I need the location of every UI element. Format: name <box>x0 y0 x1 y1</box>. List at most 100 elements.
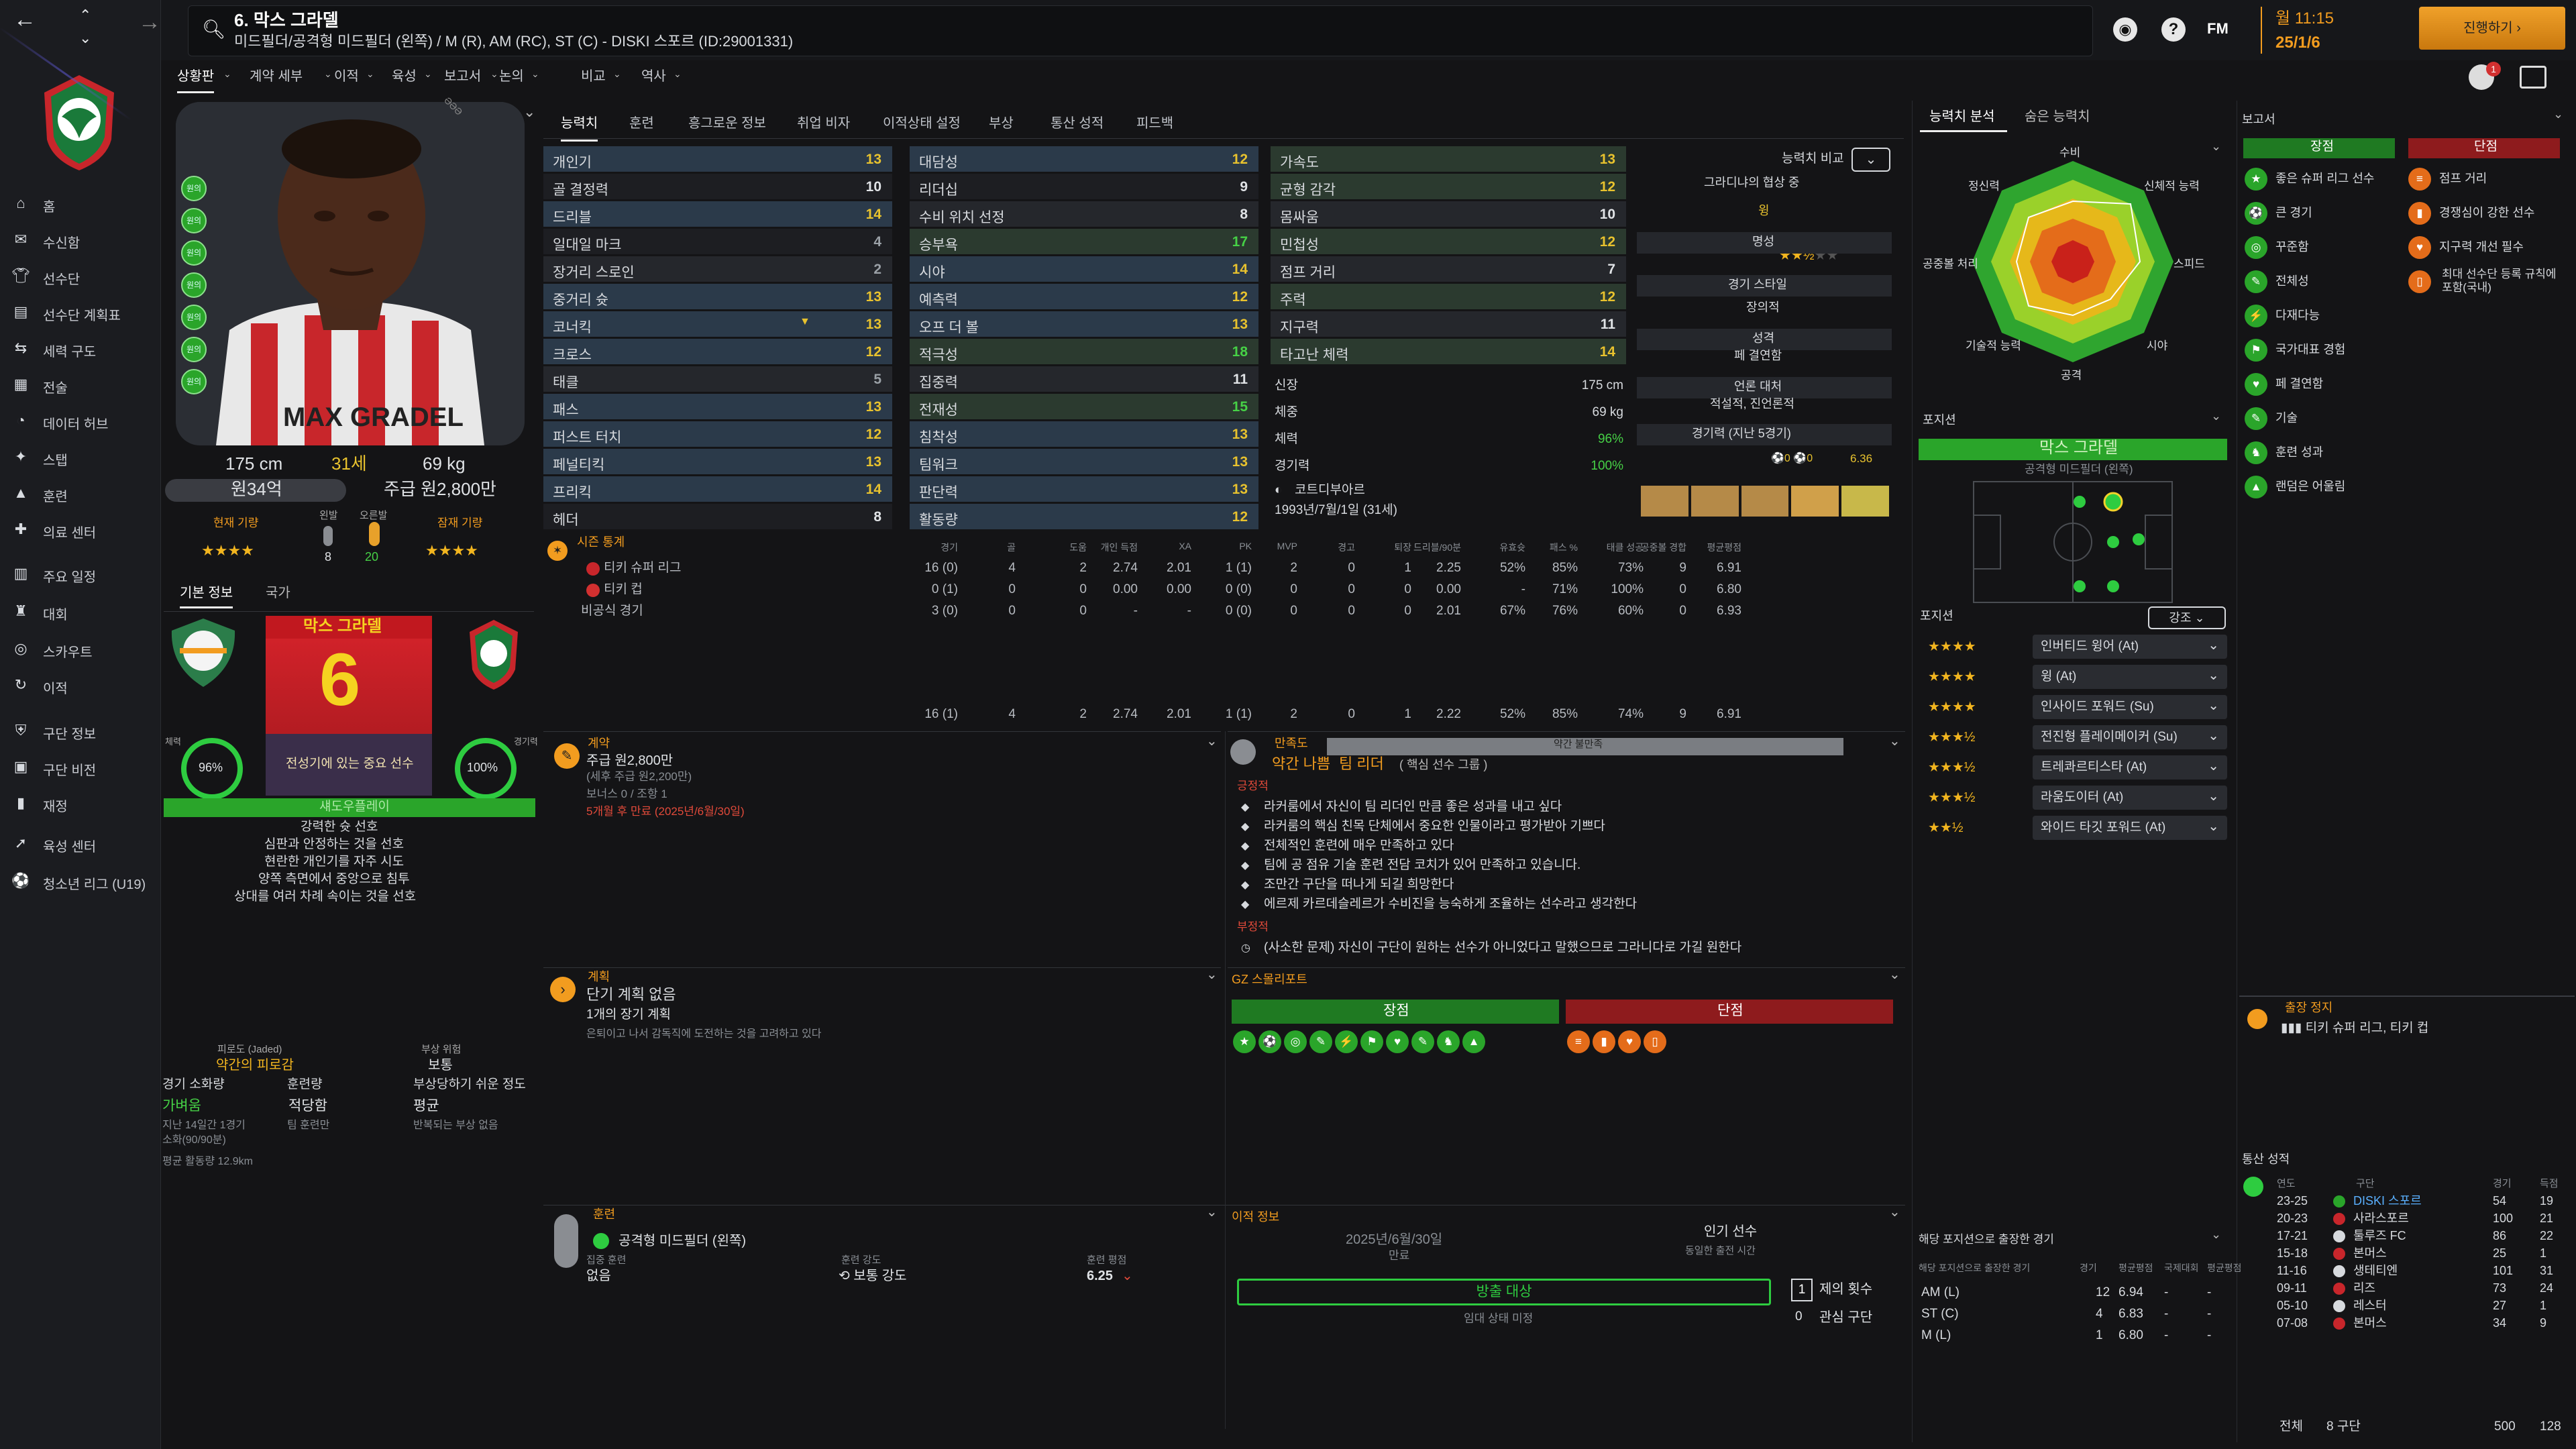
tab-attribute-analysis[interactable]: 능력치 분석 <box>1929 109 1995 124</box>
role-pill[interactable]: 전진형 플레이메이커 (Su) ⌄ <box>2033 725 2227 749</box>
subtab-6[interactable]: 통산 성적 <box>1051 116 1104 131</box>
career-cell[interactable]: 리즈 <box>2353 1281 2376 1295</box>
subtab-7[interactable]: 피드백 <box>1136 116 1174 131</box>
role-pill[interactable]: 인사이드 포워드 (Su) ⌄ <box>2033 695 2227 719</box>
globe-icon[interactable]: ◉ <box>2113 17 2137 42</box>
photo-badge[interactable]: 원의 <box>181 305 207 330</box>
back-arrow-icon[interactable]: ← <box>13 7 36 32</box>
chevron-up-icon[interactable]: ⌃ <box>79 7 92 23</box>
attribute-row[interactable]: 드리블 14 <box>543 201 892 227</box>
role-pill[interactable]: 윙 (At) ⌄ <box>2033 665 2227 689</box>
attribute-row[interactable]: 코너킥 13 <box>543 311 892 337</box>
menu-item[interactable]: 육성 <box>392 69 417 84</box>
gz-chevron-icon[interactable]: ⌄ <box>1889 967 1900 982</box>
photo-badge[interactable]: 원의 <box>181 337 207 362</box>
satisfaction-chevron-icon[interactable]: ⌄ <box>1889 734 1900 749</box>
attribute-row[interactable]: 침착성 13 <box>910 421 1258 447</box>
season-competition[interactable]: 티키 컵 <box>604 582 643 596</box>
attribute-row[interactable]: 프리킥 14 <box>543 476 892 502</box>
tab-nation[interactable]: 국가 <box>266 586 290 600</box>
gz-strength-icon[interactable]: ♥ <box>1386 1030 1409 1053</box>
menu-item[interactable]: 역사 <box>641 69 666 84</box>
attribute-row[interactable]: 가속도 13 <box>1271 146 1626 172</box>
attribute-row[interactable]: 일대일 마크 4 <box>543 229 892 254</box>
plan-title[interactable]: 계획 <box>588 970 610 983</box>
photo-badge[interactable]: 원의 <box>181 176 207 201</box>
screen-layout-icon[interactable] <box>2520 66 2546 89</box>
pos-apps-chevron-icon[interactable]: ⌄ <box>2211 1228 2222 1241</box>
attribute-row[interactable]: 헤더 8 <box>543 504 892 529</box>
club-badge[interactable] <box>467 619 521 692</box>
sidebar-item[interactable]: ▮ 재정 <box>0 786 160 820</box>
sidebar-item[interactable]: ◔ 데이터 허브 <box>0 404 160 437</box>
analysis-chevron-icon[interactable]: ⌄ <box>2211 140 2222 153</box>
role-pill[interactable]: 라움도이터 (At) ⌄ <box>2033 786 2227 810</box>
menu-item[interactable]: 논의 <box>499 69 524 84</box>
attribute-row[interactable]: 민첩성 12 <box>1271 229 1626 254</box>
contract-title[interactable]: 계약 <box>588 737 610 750</box>
role-pill[interactable]: 인버티드 윙어 (At) ⌄ <box>2033 635 2227 659</box>
attribute-row[interactable]: 크로스 12 <box>543 339 892 364</box>
role-row[interactable]: ★★★½ 라움도이터 (At) ⌄ <box>1919 786 2227 812</box>
attribute-row[interactable]: 전재성 15 <box>910 394 1258 419</box>
photo-badge[interactable]: 원의 <box>181 240 207 266</box>
attribute-row[interactable]: 태클 5 <box>543 366 892 392</box>
role-row[interactable]: ★★★★ 윙 (At) ⌄ <box>1919 665 2227 692</box>
role-row[interactable]: ★★★★ 인버티드 윙어 (At) ⌄ <box>1919 635 2227 661</box>
gz-strength-icon[interactable]: ✎ <box>1411 1030 1434 1053</box>
gz-strength-icon[interactable]: ♞ <box>1437 1030 1460 1053</box>
gz-strength-icon[interactable]: ✎ <box>1309 1030 1332 1053</box>
role-pill[interactable]: 와이드 타깃 포워드 (At) ⌄ <box>2033 816 2227 840</box>
menu-item[interactable]: 보고서 <box>444 69 482 84</box>
gz-strength-icon[interactable]: ★ <box>1233 1030 1256 1053</box>
attribute-row[interactable]: 페널티킥 13 <box>543 449 892 474</box>
photo-badge[interactable]: 원의 <box>181 208 207 233</box>
sidebar-item[interactable]: 👕︎ 선수단 <box>0 259 160 292</box>
nation-flag[interactable] <box>166 616 240 690</box>
attribute-row[interactable]: 주력 12 <box>1271 284 1626 309</box>
attribute-row[interactable]: 적극성 18 <box>910 339 1258 364</box>
subtab-4[interactable]: 이적상태 설정 <box>883 116 961 131</box>
help-icon[interactable]: ? <box>2161 17 2186 42</box>
attribute-row[interactable]: 승부욕 17 <box>910 229 1258 254</box>
season-competition[interactable]: 비공식 경기 <box>581 604 643 618</box>
form-bar[interactable] <box>1690 486 1739 517</box>
attribute-row[interactable]: 퍼스트 터치 12 <box>543 421 892 447</box>
attribute-row[interactable]: 몸싸움 10 <box>1271 201 1626 227</box>
gz-strength-icon[interactable]: ▲ <box>1462 1030 1485 1053</box>
gz-weakness-icon[interactable]: ♥ <box>1618 1030 1641 1053</box>
compare-dropdown[interactable]: ⌄ <box>1851 148 1890 172</box>
plan-chevron-icon[interactable]: ⌄ <box>1206 967 1218 982</box>
fm-logo[interactable]: FM <box>2207 20 2229 37</box>
attribute-row[interactable]: 집중력 11 <box>910 366 1258 392</box>
collapse-chevron-icon[interactable]: ⌄ <box>523 103 536 120</box>
subtab-2[interactable]: 흥그로운 정보 <box>688 116 766 131</box>
contract-chevron-icon[interactable]: ⌄ <box>1206 734 1218 749</box>
sidebar-item[interactable]: ✚ 의료 센터 <box>0 513 160 546</box>
subtab-5[interactable]: 부상 <box>989 116 1014 131</box>
form-bar[interactable] <box>1741 486 1789 517</box>
sidebar-item[interactable]: ✉ 수신함 <box>0 223 160 256</box>
role-row[interactable]: ★★★½ 트레콰르티스타 (At) ⌄ <box>1919 755 2227 782</box>
career-cell[interactable]: 사라스포르 <box>2353 1212 2409 1225</box>
career-cell[interactable]: 생테티엔 <box>2353 1264 2398 1277</box>
chevron-down-icon[interactable]: ⌄ <box>79 30 92 46</box>
subtab-0[interactable]: 능력치 <box>561 115 598 142</box>
tab-basic-info[interactable]: 기본 정보 <box>180 585 233 608</box>
sidebar-item[interactable]: ⇆ 세력 구도 <box>0 331 160 365</box>
season-stats-title[interactable]: 시즌 통계 <box>577 535 625 549</box>
sidebar-item[interactable]: ✦ 스탭 <box>0 440 160 474</box>
tab-hidden-attributes[interactable]: 숨은 능력치 <box>2025 109 2090 124</box>
sidebar-item[interactable]: ▣ 구단 비전 <box>0 750 160 784</box>
sidebar-item[interactable]: ▲ 훈련 <box>0 476 160 510</box>
gz-weakness-icon[interactable]: ≡ <box>1567 1030 1590 1053</box>
subtab-1[interactable]: 훈련 <box>629 116 654 131</box>
sidebar-item[interactable]: ⛨ 구단 정보 <box>0 714 160 747</box>
career-cell[interactable]: 본머스 <box>2353 1246 2387 1260</box>
sidebar-item[interactable]: ↻ 이적 <box>0 668 160 702</box>
gz-strength-icon[interactable]: ⚡ <box>1335 1030 1358 1053</box>
status-button[interactable]: 방출 대상 <box>1237 1279 1771 1305</box>
training-title[interactable]: 훈련 <box>593 1208 616 1221</box>
attribute-row[interactable]: 개인기 13 <box>543 146 892 172</box>
attribute-row[interactable]: 시야 14 <box>910 256 1258 282</box>
